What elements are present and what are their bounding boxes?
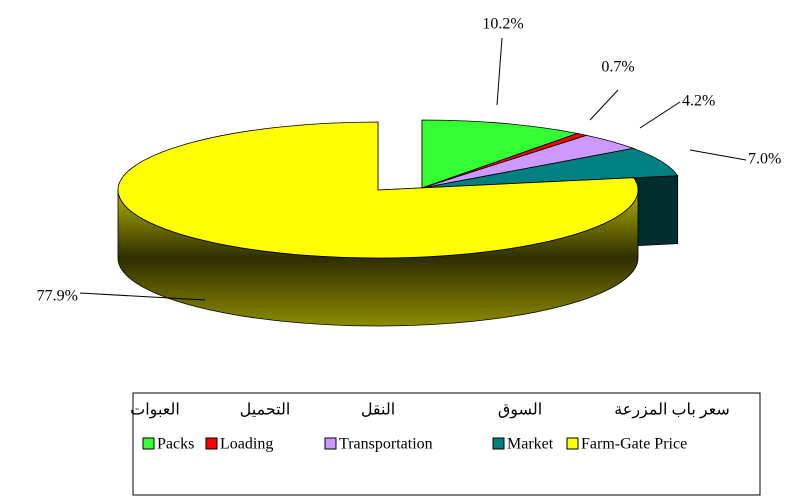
data-label: 77.9% [37, 288, 78, 305]
legend-label: Market [507, 436, 554, 453]
data-label: 7.0% [748, 151, 781, 168]
legend-arabic-label: السوق [498, 402, 542, 419]
legend-label: Farm-Gate Price [581, 436, 687, 453]
legend-label: Packs [157, 436, 194, 453]
leader-line [589, 89, 619, 121]
data-label: 4.2% [682, 93, 715, 110]
legend-swatch [142, 437, 155, 450]
legend-label: Loading [220, 436, 273, 453]
legend-swatch [566, 437, 579, 450]
legend-arabic-label: العبوات [130, 402, 180, 419]
legend-swatch [492, 437, 505, 450]
leader-line [496, 37, 503, 106]
leader-line [639, 101, 681, 129]
legend-box [132, 392, 761, 496]
legend-swatch [324, 437, 337, 450]
legend-label: Transportation [339, 436, 433, 453]
legend-arabic-label: التحميل [240, 402, 291, 419]
legend-arabic-label: سعر باب المزرعة [614, 402, 730, 419]
slice [421, 119, 579, 189]
data-label: 0.7% [601, 59, 634, 76]
slice [117, 121, 639, 259]
data-label: 10.2% [482, 16, 523, 33]
legend-arabic-label: النقل [361, 402, 395, 419]
legend-swatch [205, 437, 218, 450]
leader-line [689, 149, 747, 161]
leader-line [79, 292, 206, 301]
slice [421, 147, 679, 189]
